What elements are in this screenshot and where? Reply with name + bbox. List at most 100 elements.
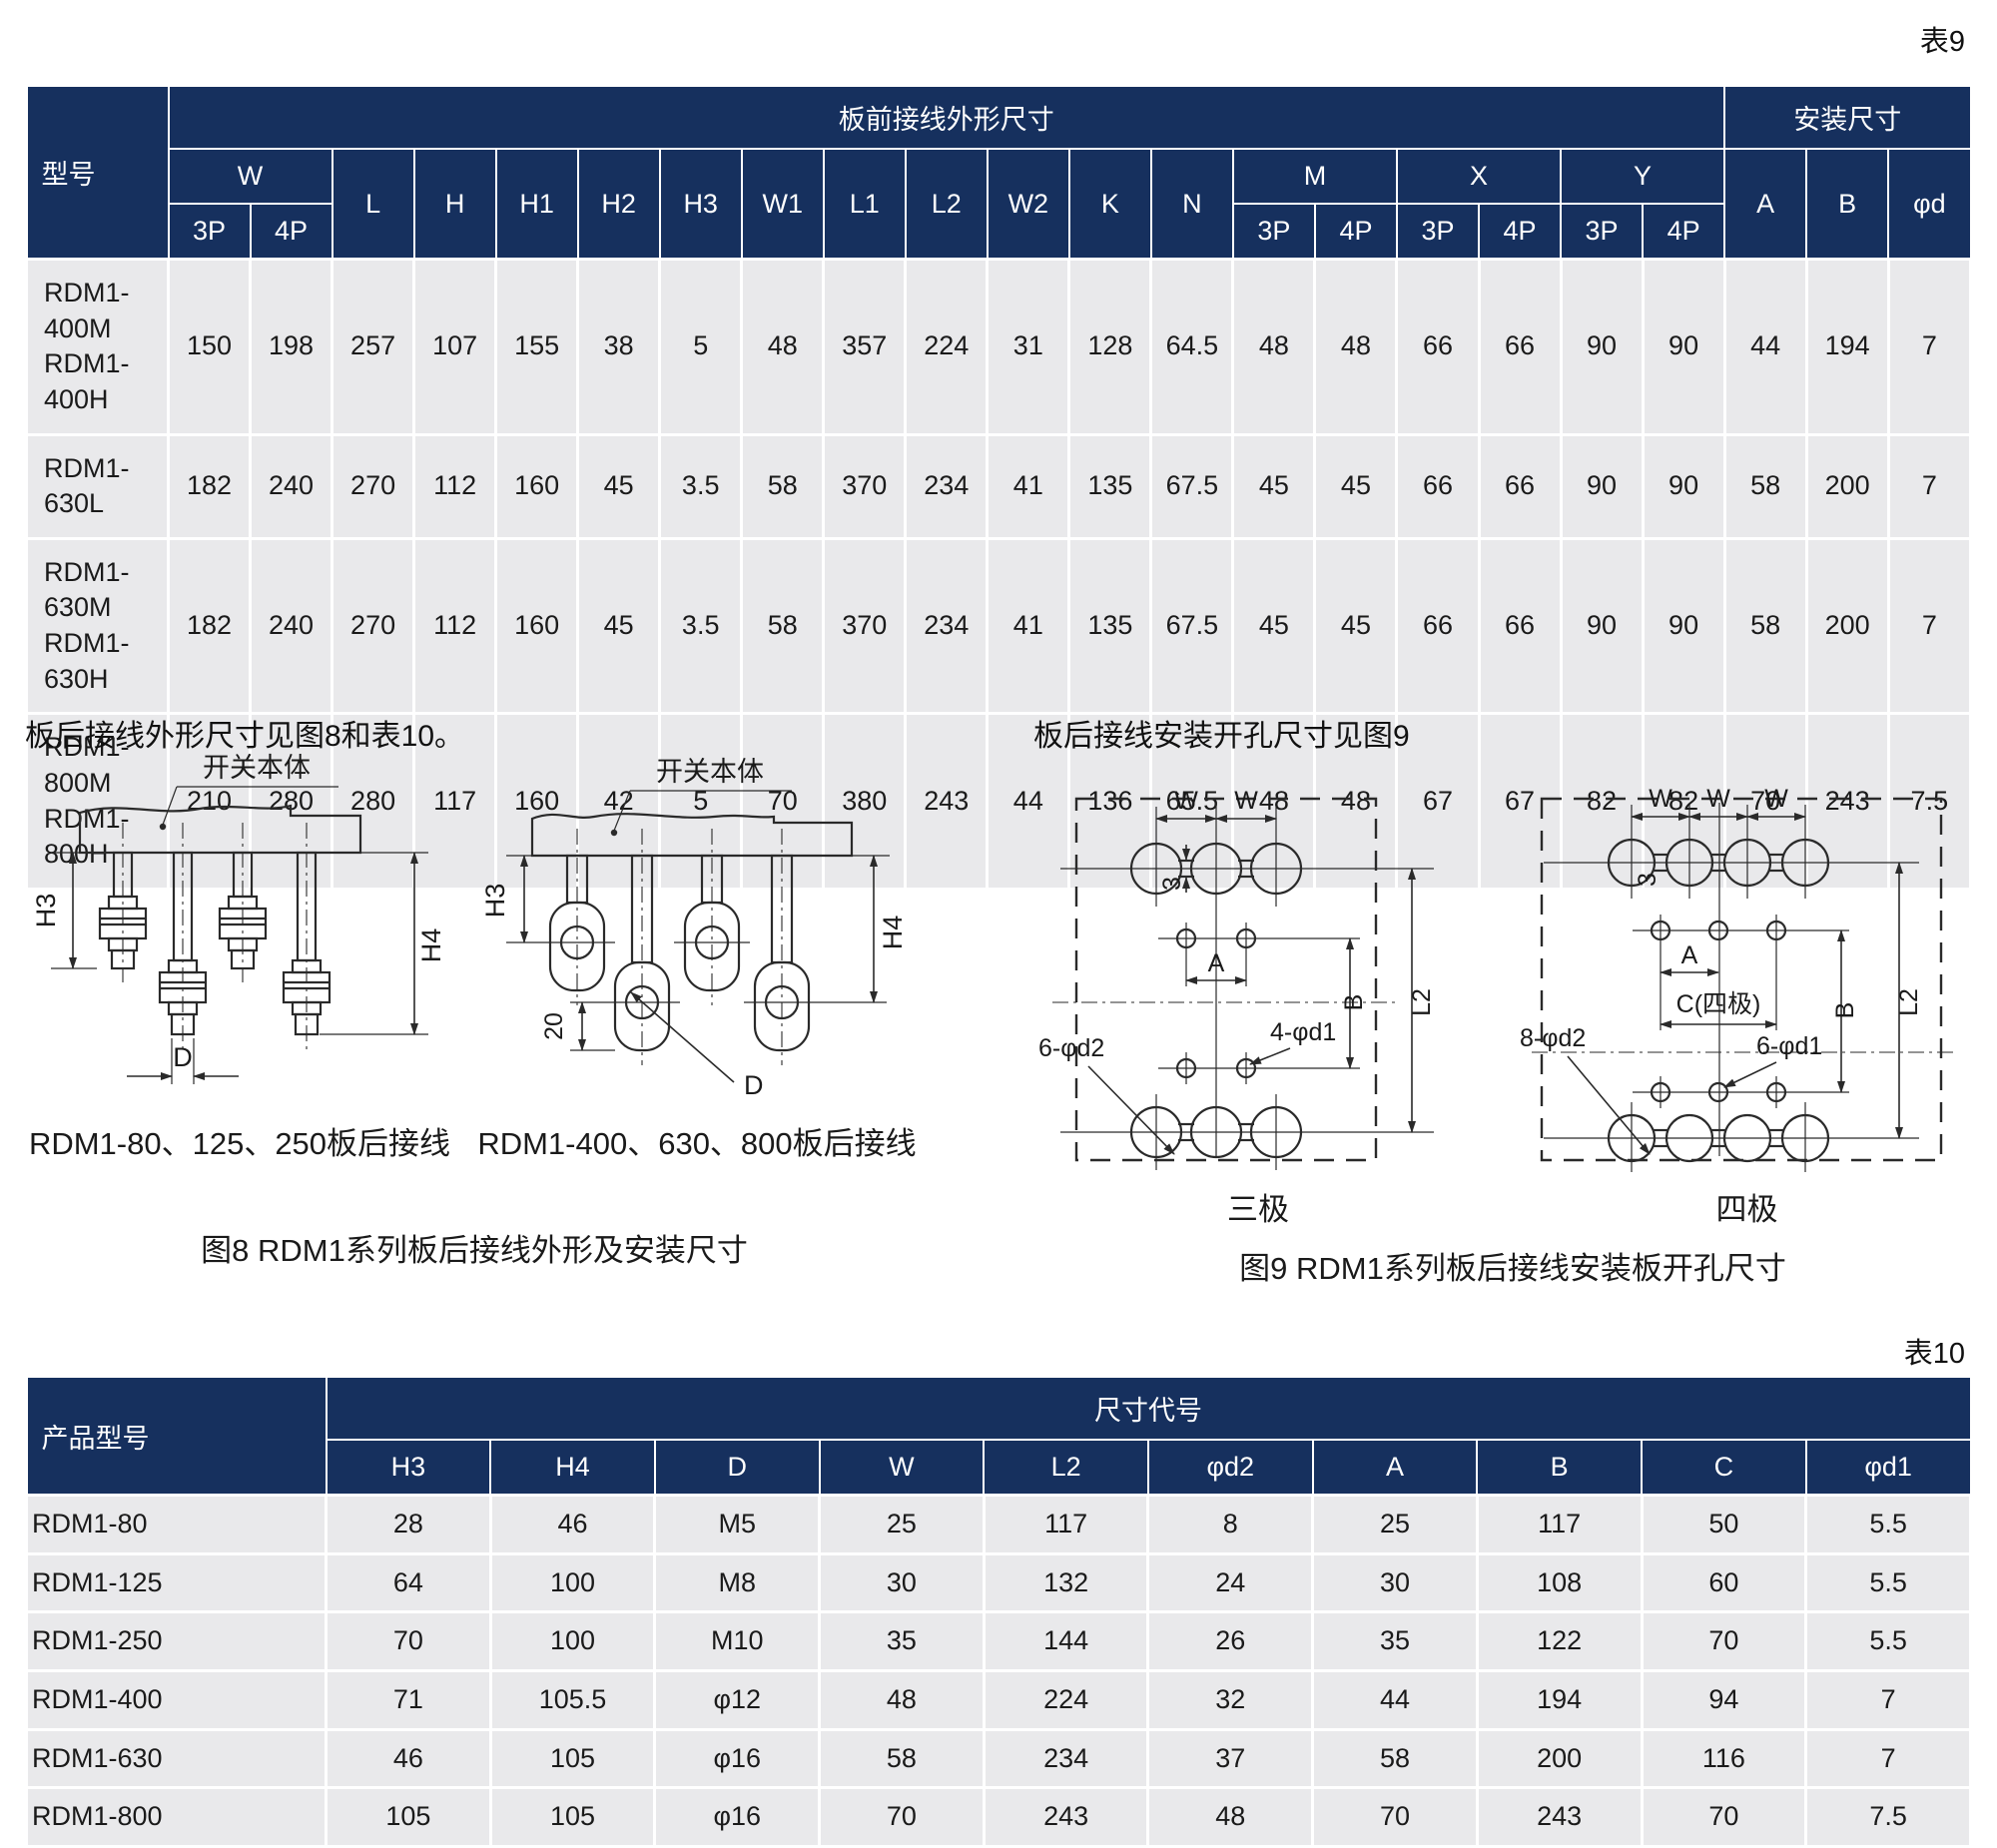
model-cell: RDM1-400 — [25, 1668, 328, 1731]
col-L2: L2 — [983, 1439, 1149, 1497]
value-cell: M5 — [653, 1494, 822, 1555]
value-cell: 105.5 — [488, 1668, 657, 1731]
value-cell: 3.5 — [658, 432, 744, 540]
lower-screw-holes — [1633, 1076, 1849, 1108]
value-cell: 66 — [1477, 432, 1563, 540]
value-cell: 90 — [1641, 536, 1726, 716]
value-cell: 66 — [1477, 536, 1563, 716]
dim-h4: H4 — [878, 916, 908, 950]
value-cell: 128 — [1067, 258, 1153, 436]
value-cell: 25 — [818, 1494, 986, 1555]
rear-hole-note: 板后接线安装开孔尺寸见图9 — [1033, 720, 1410, 753]
value-cell: 58 — [1722, 432, 1808, 540]
dim-neck: 3 — [1634, 873, 1662, 887]
value-cell: 243 — [904, 712, 990, 891]
rear-terminal-stud-diagram: 开关本体 — [31, 753, 446, 1084]
model-cell: RDM1-800M RDM1-800H — [25, 712, 170, 891]
mounting-plate-outline — [1540, 797, 1943, 1162]
value-cell: 48 — [1231, 258, 1317, 436]
col-M-3P: 3P — [1231, 203, 1316, 261]
col-A: A — [1723, 148, 1808, 261]
value-cell: 48 — [740, 258, 826, 436]
dim-c: C(四极) — [1676, 990, 1761, 1018]
model-cell: RDM1-630M RDM1-630H — [25, 536, 170, 716]
value-cell: 194 — [1475, 1668, 1644, 1731]
value-cell: 45 — [1231, 536, 1317, 716]
col-X-3P: 3P — [1395, 203, 1481, 261]
col-X: X — [1395, 148, 1563, 205]
model-cell: RDM1-125 — [25, 1551, 328, 1614]
value-cell: 58 — [1311, 1727, 1479, 1790]
dim-h3: H3 — [480, 884, 510, 919]
col-N: N — [1149, 148, 1234, 261]
value-cell: 38 — [576, 258, 662, 436]
value-cell: 117 — [412, 712, 498, 891]
fig9-left-caption: 三极 — [1227, 1192, 1289, 1227]
value-cell: 45 — [576, 432, 662, 540]
value-cell: 357 — [822, 258, 908, 436]
col-A: A — [1311, 1439, 1479, 1497]
col-H1: H1 — [494, 148, 579, 261]
value-cell: 58 — [818, 1727, 986, 1790]
table-row: RDM1-80 28 46 M5 25 117 8 25 117 50 5.5 — [25, 1494, 1972, 1555]
value-cell: 90 — [1559, 258, 1645, 436]
model-cell: RDM1-400M RDM1-400H — [25, 258, 170, 436]
value-cell: 48 — [818, 1668, 986, 1731]
dim-l2: L2 — [1408, 988, 1436, 1016]
value-cell: 41 — [986, 432, 1071, 540]
value-cell: 44 — [1311, 1668, 1479, 1731]
table-row: RDM1-630 46 105 φ16 58 234 37 58 200 116 7 — [25, 1727, 1972, 1790]
value-cell: 70 — [325, 1610, 492, 1672]
col-L: L — [331, 148, 415, 261]
value-cell: φ16 — [653, 1727, 822, 1790]
switch-body-outline — [78, 804, 362, 855]
rear-wiring-note: 板后接线外形尺寸见图8和表10。 — [25, 720, 465, 753]
col-X-4P: 4P — [1477, 203, 1563, 261]
col-W: W — [167, 148, 333, 205]
four-pole-hole-pattern: W W W 3 A C(四极) — [1520, 785, 1953, 1172]
table9-tag: 表9 — [1919, 26, 1965, 58]
bottom-keyhole-slots — [1060, 1094, 1434, 1170]
value-cell: 3.5 — [658, 536, 744, 716]
value-cell: 7 — [1886, 432, 1973, 540]
col-H2: H2 — [576, 148, 661, 261]
value-cell: 112 — [412, 536, 498, 716]
fig8-title: 图8 RDM1系列板后接线外形及安装尺寸 — [201, 1233, 748, 1268]
value-cell: 66 — [1477, 258, 1563, 436]
value-cell: 144 — [982, 1610, 1150, 1672]
value-cell: 58 — [740, 432, 826, 540]
upper-screw-holes — [1158, 923, 1360, 986]
value-cell: 280 — [331, 712, 416, 891]
value-cell: 5 — [658, 712, 744, 891]
value-cell: 66 — [1395, 536, 1481, 716]
value-cell: 100 — [488, 1610, 657, 1672]
dim-w: W — [1764, 785, 1788, 813]
fig8-right-caption: RDM1-400、630、800板后接线 — [477, 1126, 917, 1161]
value-cell: 5.5 — [1804, 1551, 1972, 1614]
value-cell: 380 — [822, 712, 908, 891]
col-product-model: 产品型号 — [25, 1376, 328, 1497]
dim-h3: H3 — [31, 894, 61, 928]
value-cell: 234 — [904, 432, 990, 540]
fig9-title: 图9 RDM1系列板后接线安装板开孔尺寸 — [1239, 1251, 1786, 1286]
callout-4-phid1: 4-φd1 — [1270, 1018, 1336, 1046]
model-cell: RDM1-80 — [25, 1494, 328, 1555]
value-cell: 42 — [576, 712, 662, 891]
figure9-area: W W 3 A — [1038, 741, 1987, 1288]
value-cell: 82 — [1559, 712, 1645, 891]
value-cell: 28 — [325, 1494, 492, 1555]
table9-header: 型号 板前接线外形尺寸 安装尺寸 W L H H1 H2 H3 W1 L1 L2… — [25, 85, 1972, 261]
value-cell: 58 — [1722, 536, 1808, 716]
value-cell: 44 — [1722, 258, 1808, 436]
leader-dot — [610, 829, 618, 837]
col-phid1: φd1 — [1804, 1439, 1972, 1497]
value-cell: 105 — [488, 1727, 657, 1790]
value-cell: 200 — [1804, 432, 1890, 540]
value-cell: 31 — [986, 258, 1071, 436]
value-cell: 270 — [331, 536, 416, 716]
value-cell: 7 — [1886, 258, 1973, 436]
table-row: RDM1-630L 182 240 270 112 160 45 3.5 58 370 234 41 1… — [25, 432, 1973, 540]
value-cell: 210 — [166, 712, 253, 891]
value-cell: 160 — [494, 432, 580, 540]
